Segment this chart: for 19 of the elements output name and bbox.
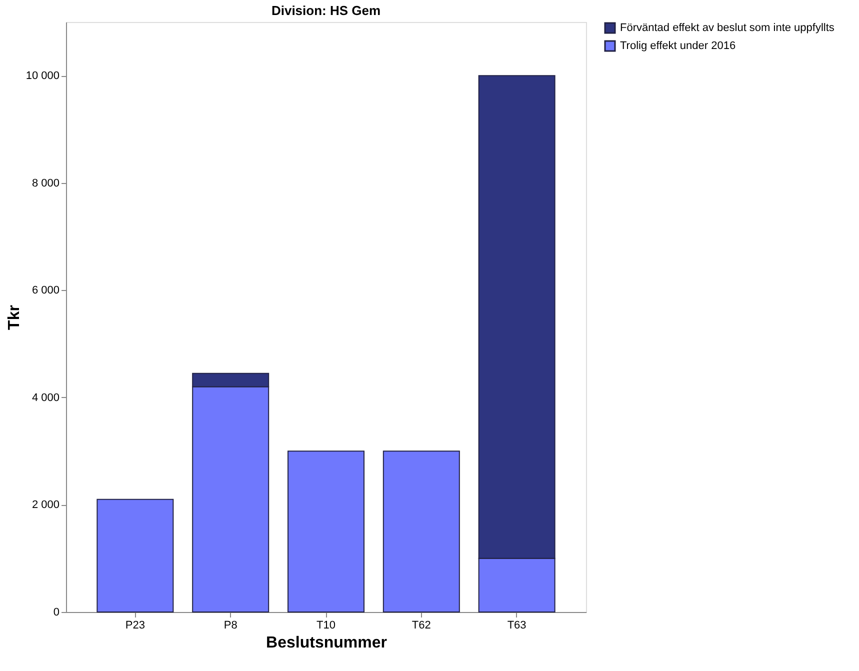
x-tick-label: P8: [224, 620, 238, 632]
chart-title: Division: HS Gem: [271, 3, 381, 18]
y-tick-label: 8 000: [32, 177, 60, 190]
x-axis-title: Beslutsnummer: [266, 634, 387, 652]
y-tick-label: 2 000: [32, 499, 60, 512]
y-tick-label: 4 000: [32, 392, 60, 404]
y-tick-label: 6 000: [32, 284, 60, 297]
bar: [382, 450, 460, 612]
y-tick-label: 0: [53, 606, 60, 618]
legend-label: Trolig effekt under 2016: [620, 40, 736, 52]
x-tick-label: T10: [316, 620, 336, 632]
bar: [288, 450, 364, 612]
legend-label: Förväntad effekt av beslut som inte uppfyllts: [620, 22, 835, 34]
x-tick-label: T63: [507, 620, 526, 632]
y-axis-title: Tkr: [6, 305, 23, 330]
y-tick-label: 10 000: [26, 70, 60, 82]
x-tick-label: T62: [412, 620, 431, 632]
x-tick-label: P23: [125, 620, 145, 632]
bar: [96, 498, 174, 612]
